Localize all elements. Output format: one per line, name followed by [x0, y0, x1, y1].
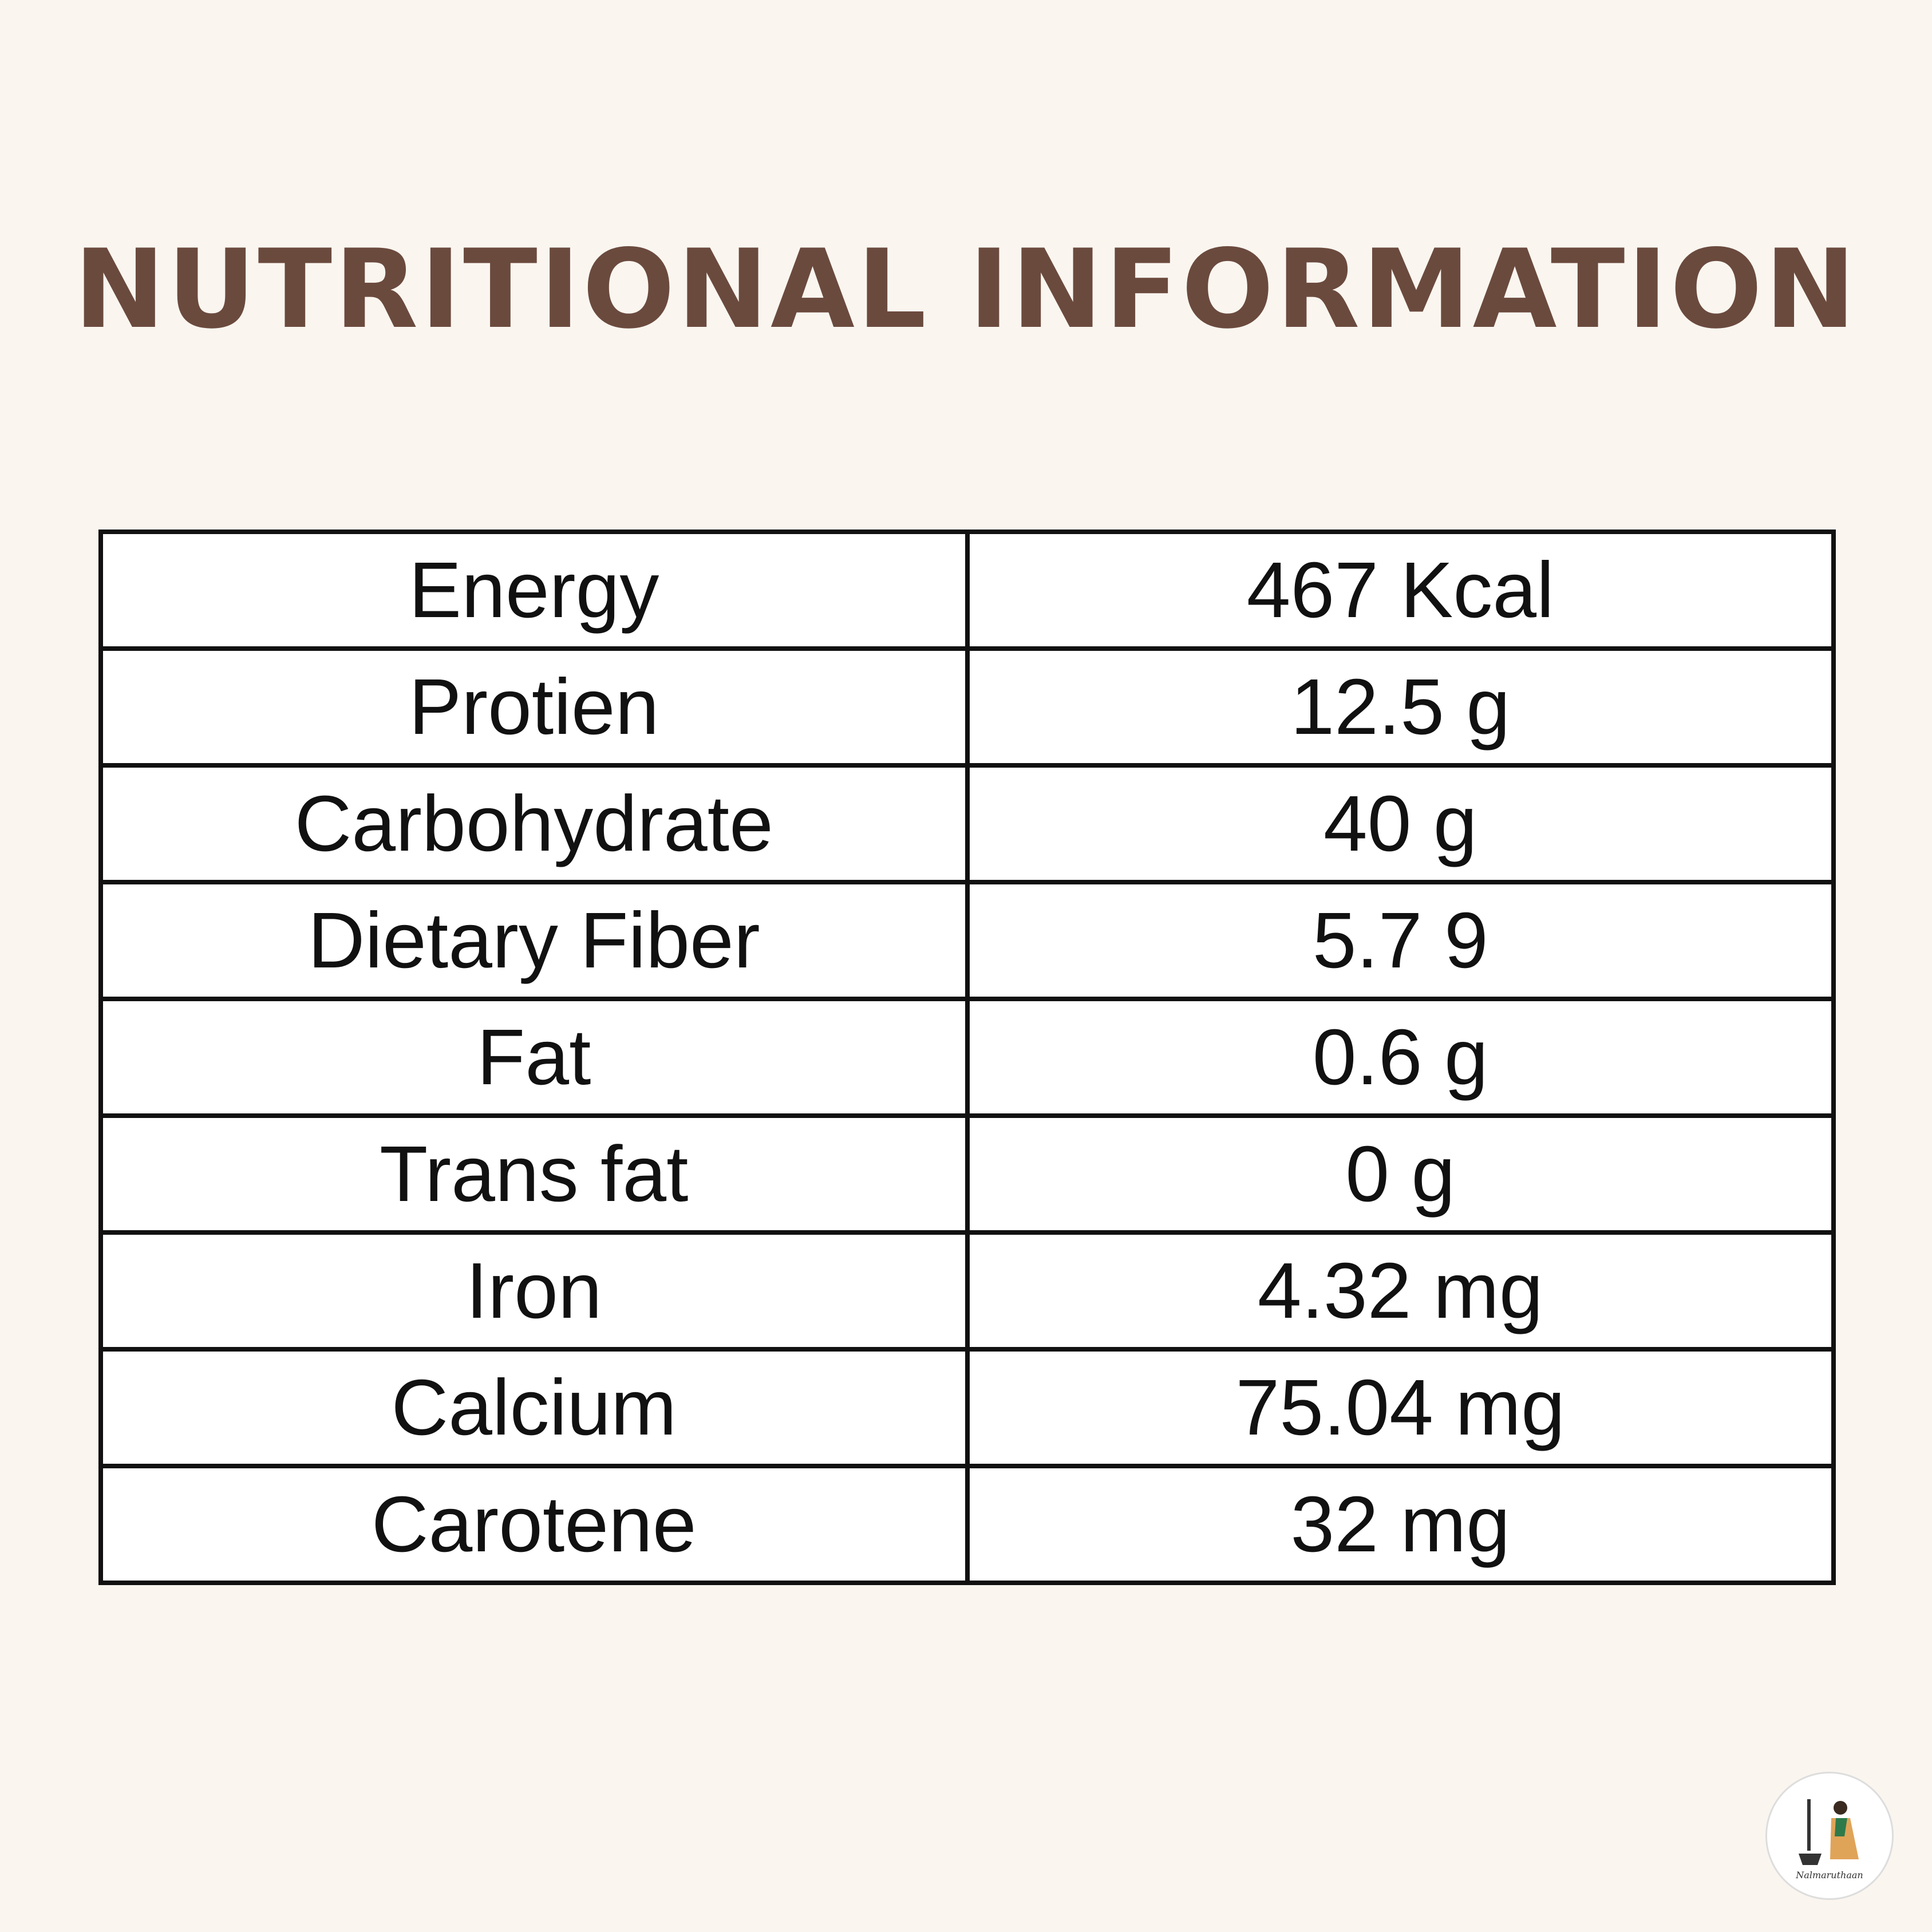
nutrient-amount: 12.5 g [965, 651, 1832, 763]
logo-icon [1799, 1799, 1859, 1865]
nutrient-amount: 5.7 9 [965, 884, 1832, 997]
nutrient-name: Protien [409, 662, 659, 751]
title: NUTRITIONAL INFORMATION [74, 226, 1858, 353]
table-row: Carbohydrate 40 g [103, 763, 1831, 880]
nutrient-amount: 0 g [965, 1118, 1832, 1230]
nutrient-amount: 467 Kcal [965, 534, 1832, 646]
logo: Nalmaruthaan [1765, 1772, 1894, 1900]
nutrient-name: Fat [477, 1013, 591, 1101]
table-row: Dietary Fiber 5.7 9 [103, 880, 1831, 997]
table-row: Iron 4.32 mg [103, 1230, 1831, 1347]
table-row: Protien 12.5 g [103, 646, 1831, 763]
nutrient-name: Carotene [371, 1480, 697, 1568]
table-row: Energy 467 Kcal [103, 534, 1831, 646]
nutrient-name: Carbohydrate [294, 779, 773, 868]
nutrient-name: Energy [409, 546, 659, 634]
nutrient-amount: 4.32 mg [965, 1235, 1832, 1347]
table-row: Fat 0.6 g [103, 997, 1831, 1113]
nutrient-name: Dietary Fiber [307, 896, 760, 985]
nutrient-name: Iron [465, 1246, 602, 1335]
nutrient-amount: 32 mg [965, 1468, 1832, 1581]
nutrient-name: Trans fat [380, 1129, 689, 1218]
nutrient-amount: 0.6 g [965, 1001, 1832, 1113]
table-row: Calcium 75.04 mg [103, 1347, 1831, 1464]
table-row: Trans fat 0 g [103, 1113, 1831, 1230]
nutrient-name: Calcium [391, 1363, 677, 1452]
table-row: Carotene 32 mg [103, 1464, 1831, 1581]
logo-text: Nalmaruthaan [1796, 1870, 1863, 1880]
nutrient-amount: 75.04 mg [965, 1352, 1832, 1464]
nutrition-table: Energy 467 Kcal Protien 12.5 g Carbohydrate 4… [98, 530, 1836, 1585]
nutrient-amount: 40 g [965, 768, 1832, 880]
